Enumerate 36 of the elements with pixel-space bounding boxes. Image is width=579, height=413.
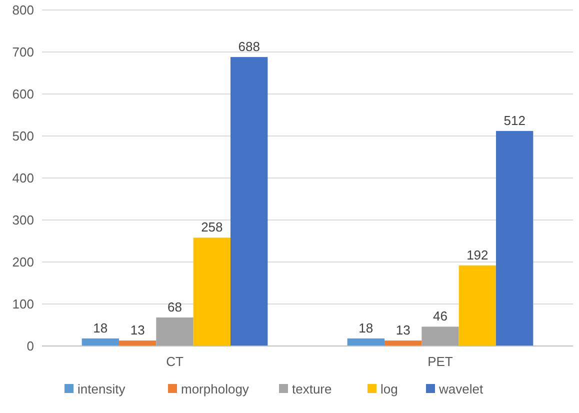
- data-label: 192: [466, 247, 488, 262]
- data-label: 68: [168, 299, 182, 314]
- y-tick-label: 200: [12, 254, 34, 270]
- legend-label: intensity: [78, 382, 126, 397]
- bar: [193, 238, 231, 346]
- data-label: 258: [201, 220, 223, 235]
- x-tick-label: PET: [428, 354, 453, 369]
- y-tick-label: 700: [12, 44, 34, 60]
- x-tick-label: CT: [166, 354, 184, 369]
- y-tick-label: 400: [12, 170, 34, 186]
- y-tick-label: 0: [26, 338, 34, 354]
- data-label: 13: [130, 322, 145, 338]
- bar: [458, 265, 496, 346]
- y-tick-label: 800: [12, 2, 34, 18]
- legend-label: texture: [292, 382, 332, 397]
- data-label: 512: [504, 112, 526, 128]
- data-label: 18: [358, 320, 374, 336]
- data-label: 13: [396, 322, 410, 338]
- bar: [230, 57, 268, 346]
- bar: [384, 340, 422, 346]
- bar: [496, 130, 534, 346]
- y-tick-label: 600: [12, 86, 34, 102]
- y-tick-label: 300: [12, 212, 34, 228]
- bar: [156, 317, 194, 346]
- legend-label: wavelet: [438, 382, 484, 397]
- y-tick-label: 500: [12, 128, 34, 144]
- y-tick-label: 100: [12, 296, 34, 312]
- data-label: 688: [238, 39, 260, 54]
- data-label: 18: [93, 320, 108, 336]
- bar: [422, 326, 459, 346]
- legend-label: log: [380, 382, 398, 397]
- bar: [82, 338, 119, 346]
- legend-label: morphology: [181, 382, 250, 397]
- bar: [118, 340, 156, 346]
- bar: [347, 338, 384, 346]
- data-label: 46: [433, 308, 448, 324]
